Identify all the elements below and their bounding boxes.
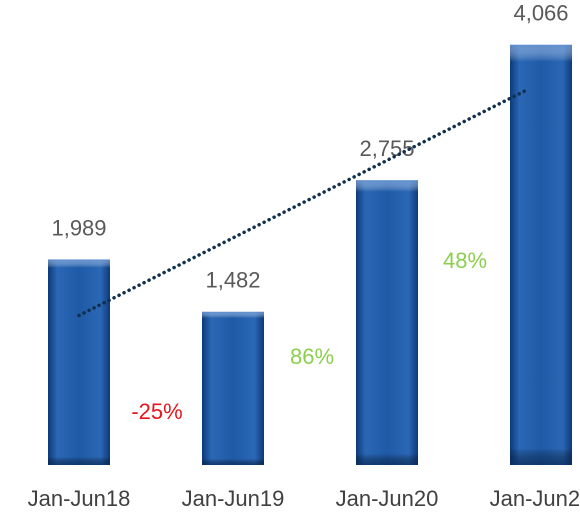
bar — [356, 180, 418, 466]
value-label: 4,066 — [513, 1, 568, 26]
bar — [48, 259, 110, 465]
x-tick-label: Jan-Jun19 — [182, 486, 285, 511]
value-label: 1,989 — [51, 215, 106, 240]
change-annotation: 48% — [443, 248, 487, 273]
value-label: 1,482 — [205, 268, 260, 293]
change-annotation: 86% — [290, 344, 334, 369]
x-tick-label: Jan-Jun21 — [490, 486, 580, 511]
change-annotation: -25% — [131, 399, 182, 424]
x-tick-label: Jan-Jun18 — [28, 486, 131, 511]
trendline — [77, 88, 528, 318]
bar — [202, 311, 264, 465]
value-label: 2,755 — [359, 136, 414, 161]
x-tick-label: Jan-Jun20 — [336, 486, 439, 511]
bar — [510, 44, 572, 465]
